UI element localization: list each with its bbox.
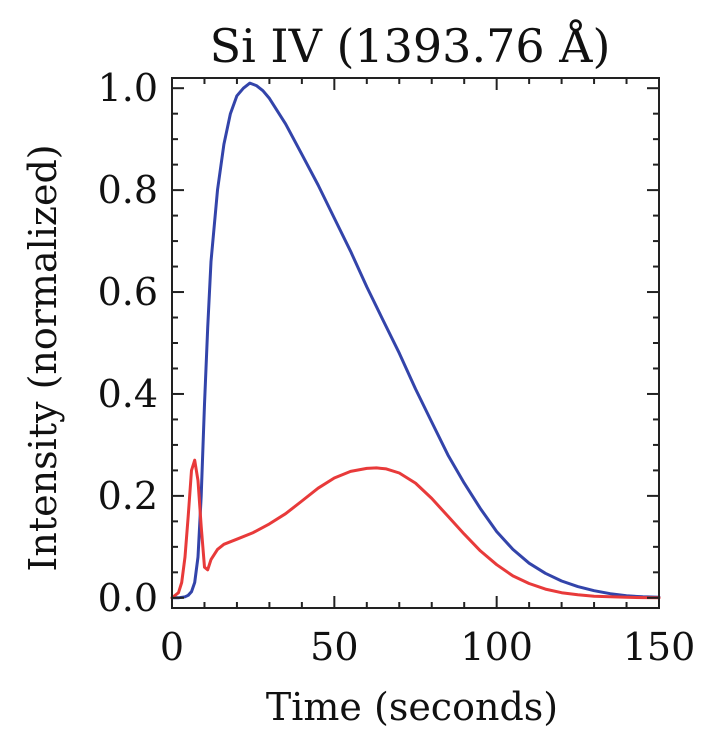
y-axis-label: Intensity (normalized) [21,144,65,571]
ticks-layer [171,78,660,608]
chart-title: Si IV (1393.76 Å) [210,18,611,73]
series-layer [170,81,661,600]
y-tick-label: 0.0 [98,576,158,620]
y-tick-label: 1.0 [98,66,158,110]
y-tick-label: 0.4 [98,372,158,416]
y-tick-label: 0.2 [98,474,158,518]
x-tick-label: 150 [623,625,696,669]
x-tick-label: 0 [160,625,184,669]
x-axis-label: Time (seconds) [266,685,558,729]
y-tick-label: 0.6 [98,270,158,314]
plot-frame [171,77,660,609]
tick-labels-layer: 0 50 100 150 0.0 0.2 0.4 0.6 0.8 1.0 [98,66,696,669]
x-tick-label: 50 [310,625,358,669]
series-line-2 [170,458,661,600]
y-tick-label: 0.8 [98,168,158,212]
series-line-1 [170,81,661,600]
x-tick-label: 100 [460,625,533,669]
